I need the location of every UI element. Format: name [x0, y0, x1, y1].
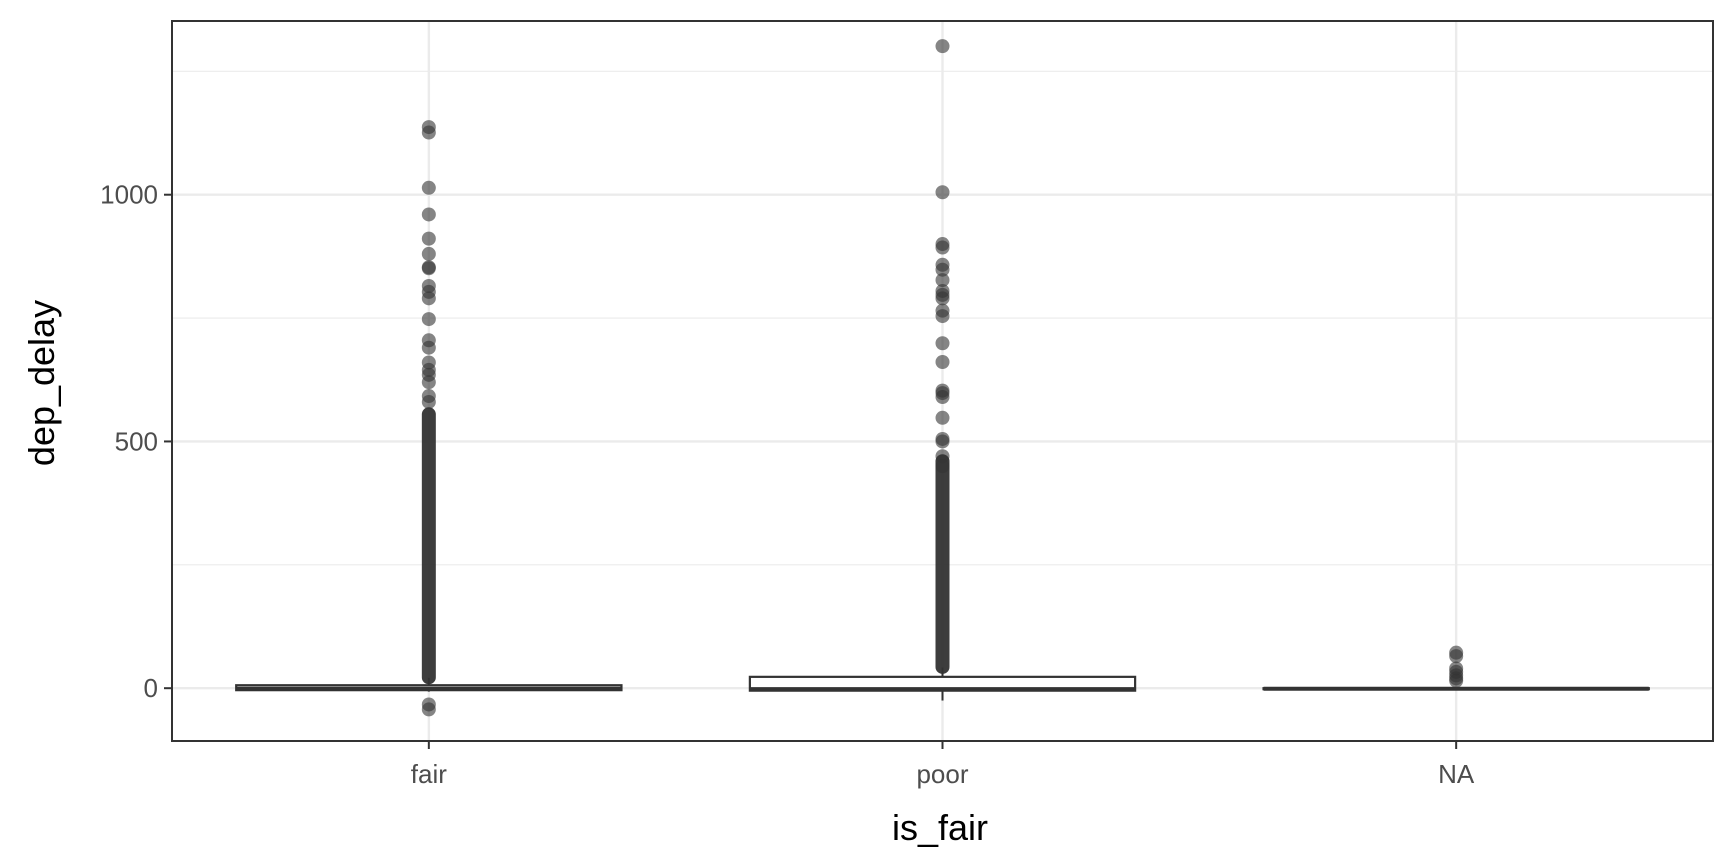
y-tick-label: 500 — [115, 426, 158, 456]
outlier-point — [935, 262, 950, 277]
outlier-point — [935, 309, 950, 324]
outlier-point — [421, 261, 436, 276]
axis-layer: 0 500 1000 fair poor NA — [100, 180, 1475, 789]
outlier-point — [421, 180, 436, 195]
outlier-point — [421, 207, 436, 222]
outlier-point — [935, 291, 950, 306]
outlier-point — [1449, 649, 1464, 664]
outlier-point — [935, 240, 950, 255]
outlier-point — [421, 231, 436, 246]
outlier-point — [935, 39, 950, 54]
outlier-point — [935, 390, 950, 405]
outlier-band-poor — [935, 454, 950, 674]
x-tick-label: poor — [916, 759, 968, 789]
outlier-point — [421, 125, 436, 140]
outlier-point — [421, 394, 436, 409]
outlier-point — [421, 291, 436, 306]
box-layer — [235, 667, 1650, 701]
outlier-point — [1449, 673, 1464, 688]
outlier-point — [935, 336, 950, 351]
outlier-band-fair — [421, 407, 436, 685]
outlier-point — [935, 434, 950, 449]
y-axis-title: dep_delay — [21, 300, 62, 466]
x-tick-label: NA — [1438, 759, 1475, 789]
outlier-point — [935, 459, 950, 474]
outlier-point — [421, 340, 436, 355]
outlier-point — [935, 185, 950, 200]
outlier-point — [935, 273, 950, 288]
x-axis-title: is_fair — [892, 807, 988, 848]
outlier-point — [421, 375, 436, 390]
outlier-point — [935, 449, 950, 464]
outlier-point — [935, 355, 950, 370]
outlier-point — [421, 312, 436, 327]
outlier-layer — [421, 39, 1464, 717]
x-tick-label: fair — [411, 759, 447, 789]
y-tick-label: 0 — [144, 673, 158, 703]
y-tick-label: 1000 — [100, 180, 158, 210]
outlier-point — [421, 246, 436, 261]
outlier-point — [421, 697, 436, 712]
outlier-point — [935, 410, 950, 425]
